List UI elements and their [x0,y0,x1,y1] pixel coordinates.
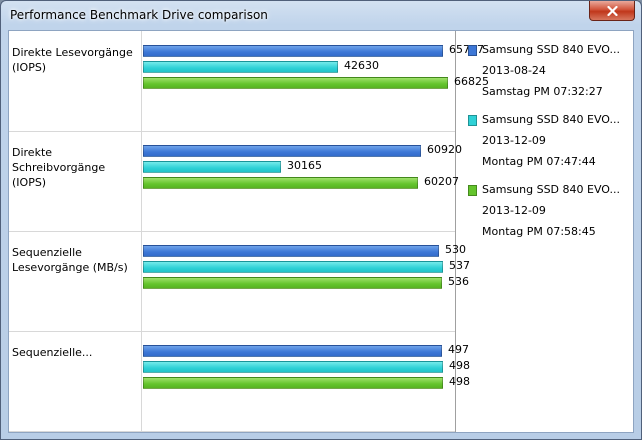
legend-time: Samstag PM 07:32:27 [482,85,603,98]
bar[interactable] [143,77,448,89]
bar-value-label: 498 [449,359,470,372]
bar-value-label: 66825 [454,75,489,88]
legend-drive-name: Samsung SSD 840 EVO... [482,183,620,196]
legend-swatch [468,185,477,196]
bar[interactable] [143,377,443,389]
window-title: Performance Benchmark Drive comparison [10,8,268,22]
bar[interactable] [143,177,418,189]
close-button[interactable] [589,1,635,21]
bar[interactable] [143,245,439,257]
bar-value-label: 536 [448,275,469,288]
legend-date: 2013-12-09 [482,134,546,147]
bar[interactable] [143,345,442,357]
bar-value-label: 498 [449,375,470,388]
bar[interactable] [143,145,421,157]
legend-drive-name: Samsung SSD 840 EVO... [482,43,620,56]
bar-value-label: 530 [445,243,466,256]
category-label: Sequenzielle... [12,346,93,359]
bar[interactable] [143,261,443,273]
bar-value-label: 60920 [427,143,462,156]
bar[interactable] [143,61,338,73]
title-bar[interactable]: Performance Benchmark Drive comparison [1,1,641,29]
bar[interactable] [143,45,443,57]
legend-date: 2013-12-09 [482,204,546,217]
legend-time: Montag PM 07:58:45 [482,225,596,238]
bar-value-label: 42630 [344,59,379,72]
category-label: Direkte Schreibvorgänge (IOPS) [12,146,106,189]
bar-value-label: 60207 [424,175,459,188]
category-label: Direkte Lesevorgänge (IOPS) [12,46,133,74]
bar-chart: Direkte Lesevorgänge (IOPS) 65717 42630 668… [9,31,489,432]
close-icon [606,5,618,16]
legend-panel: Samsung SSD 840 EVO... 2013-08-24 Samstag … [456,31,633,432]
bar[interactable] [143,277,442,289]
chart-group: Direkte Lesevorgänge (IOPS) 65717 42630 668… [9,31,489,132]
legend-swatch [468,45,477,56]
bar-value-label: 497 [448,343,469,356]
chart-group: Direkte Schreibvorgänge (IOPS) 60920 30165… [9,131,462,232]
bar[interactable] [143,361,443,373]
legend-swatch [468,115,477,126]
client-area: Direkte Lesevorgänge (IOPS) 65717 42630 668… [8,30,634,433]
legend-date: 2013-08-24 [482,64,546,77]
chart-group: Sequenzielle Lesevorgänge (MB/s) 530 537 53… [9,231,470,332]
category-label: Sequenzielle Lesevorgänge (MB/s) [12,246,128,274]
bar[interactable] [143,161,281,173]
legend-drive-name: Samsung SSD 840 EVO... [482,113,620,126]
legend-time: Montag PM 07:47:44 [482,155,596,168]
chart-group: Sequenzielle... 497 498 498 [9,331,470,432]
bar-value-label: 30165 [287,159,322,172]
bar-value-label: 537 [449,259,470,272]
